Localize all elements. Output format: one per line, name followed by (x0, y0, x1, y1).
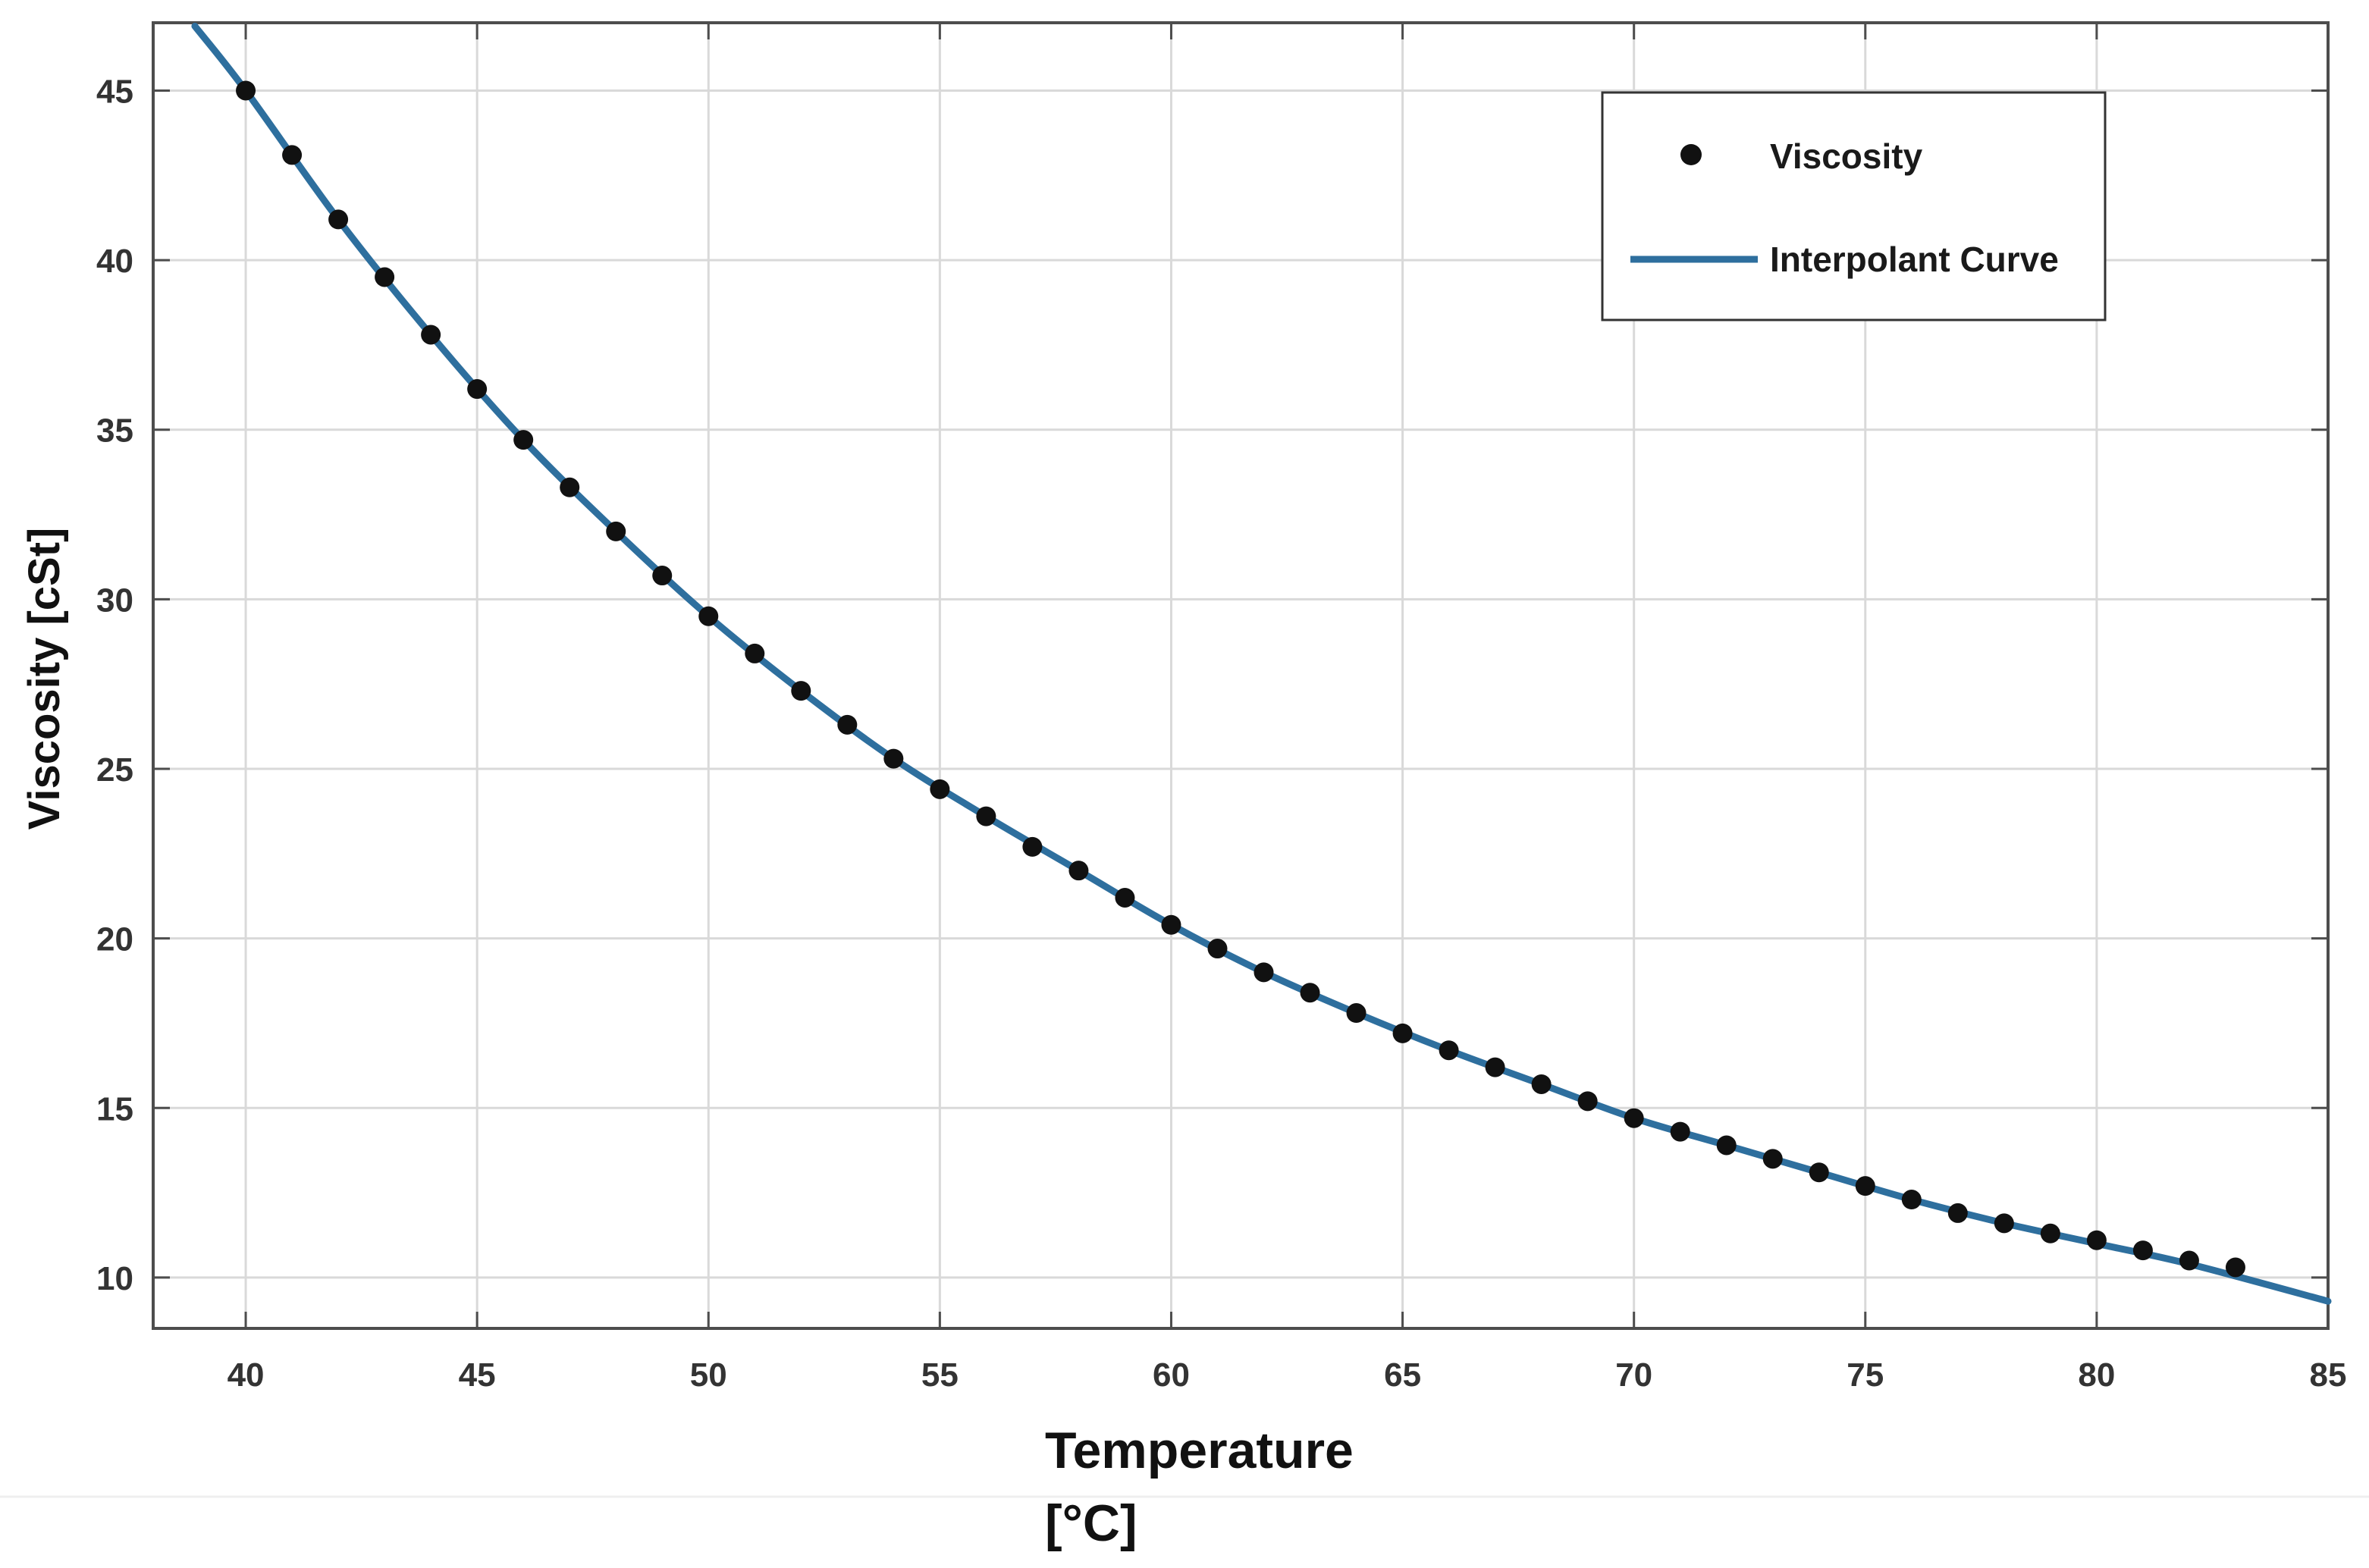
viscosity-point (745, 643, 765, 663)
viscosity-point (1300, 983, 1320, 1003)
viscosity-point (1855, 1176, 1875, 1196)
viscosity-point (1809, 1162, 1829, 1183)
x-tick-label: 85 (2310, 1356, 2347, 1394)
viscosity-point (375, 267, 395, 287)
viscosity-point (236, 80, 256, 101)
y-tick-label: 30 (96, 582, 133, 619)
viscosity-point (1670, 1121, 1690, 1142)
viscosity-point (1947, 1203, 1968, 1223)
plot-area-frame (152, 21, 2330, 1330)
viscosity-point (1531, 1074, 1552, 1094)
x-axis-title-line-2: [°C] (1045, 1494, 1137, 1552)
viscosity-point (2225, 1257, 2245, 1278)
viscosity-point (1762, 1149, 1783, 1169)
y-axis-title: Viscosity [cSt] (20, 528, 69, 830)
viscosity-point (1439, 1040, 1459, 1061)
y-tick-label: 20 (96, 921, 133, 958)
viscosity-point (1068, 861, 1089, 881)
x-tick-label: 40 (227, 1356, 265, 1394)
x-tick-label: 45 (459, 1356, 496, 1394)
viscosity-point (2179, 1250, 2199, 1271)
x-tick-label: 60 (1153, 1356, 1190, 1394)
viscosity-point (1115, 887, 1135, 908)
viscosity-point (2086, 1230, 2107, 1250)
points-layer (236, 80, 2245, 1278)
y-tick-label: 40 (96, 243, 133, 280)
y-tick-label: 35 (96, 412, 133, 450)
legend-label-interpolant-curve: Interpolant Curve (1770, 240, 2059, 279)
viscosity-point (1901, 1190, 1922, 1210)
viscosity-point (421, 325, 441, 345)
viscosity-point (1577, 1091, 1598, 1112)
viscosity-point (930, 779, 950, 799)
x-tick-label: 75 (1847, 1356, 1884, 1394)
legend-marker-viscosity (1680, 144, 1702, 165)
viscosity-point (791, 681, 811, 701)
x-tick-label: 50 (690, 1356, 727, 1394)
viscosity-point (698, 606, 719, 626)
legend: Viscosity Interpolant Curve (1601, 91, 2107, 321)
viscosity-point (2040, 1223, 2060, 1243)
x-axis-ticks: 40 45 50 55 60 65 70 75 80 85 (227, 23, 2347, 1394)
viscosity-point (1716, 1135, 1737, 1156)
viscosity-point (652, 566, 673, 586)
legend-box (1601, 91, 2107, 321)
viscosity-point (606, 521, 626, 541)
viscosity-point (1392, 1023, 1413, 1043)
viscosity-point (467, 379, 488, 400)
viscosity-point (1346, 1003, 1366, 1024)
viscosity-point (1624, 1108, 1644, 1128)
x-tick-label: 70 (1615, 1356, 1652, 1394)
viscosity-point (883, 748, 904, 769)
viscosity-point (1207, 939, 1228, 959)
viscosity-point (837, 714, 858, 735)
x-tick-label: 80 (2078, 1356, 2115, 1394)
viscosity-point (513, 430, 534, 450)
viscosity-point (1161, 914, 1181, 935)
viscosity-point (1254, 962, 1274, 983)
viscosity-point (976, 806, 996, 826)
viscosity-point (328, 209, 349, 230)
viscosity-point (1485, 1057, 1505, 1077)
viscosity-point (1022, 836, 1043, 857)
viscosity-point (560, 477, 580, 497)
x-tick-label: 65 (1384, 1356, 1421, 1394)
x-axis-title-line-1: Temperature (1045, 1422, 1354, 1479)
y-tick-label: 25 (96, 751, 133, 789)
viscosity-point (1994, 1213, 2014, 1234)
viscosity-point (2132, 1240, 2153, 1261)
y-tick-label: 45 (96, 73, 133, 110)
y-tick-label: 15 (96, 1090, 133, 1127)
x-tick-label: 55 (921, 1356, 959, 1394)
legend-label-viscosity: Viscosity (1770, 136, 1923, 176)
y-tick-label: 10 (96, 1260, 133, 1297)
y-axis-ticks: 10 15 20 25 30 35 40 45 (96, 73, 2328, 1297)
viscosity-point (282, 145, 303, 165)
